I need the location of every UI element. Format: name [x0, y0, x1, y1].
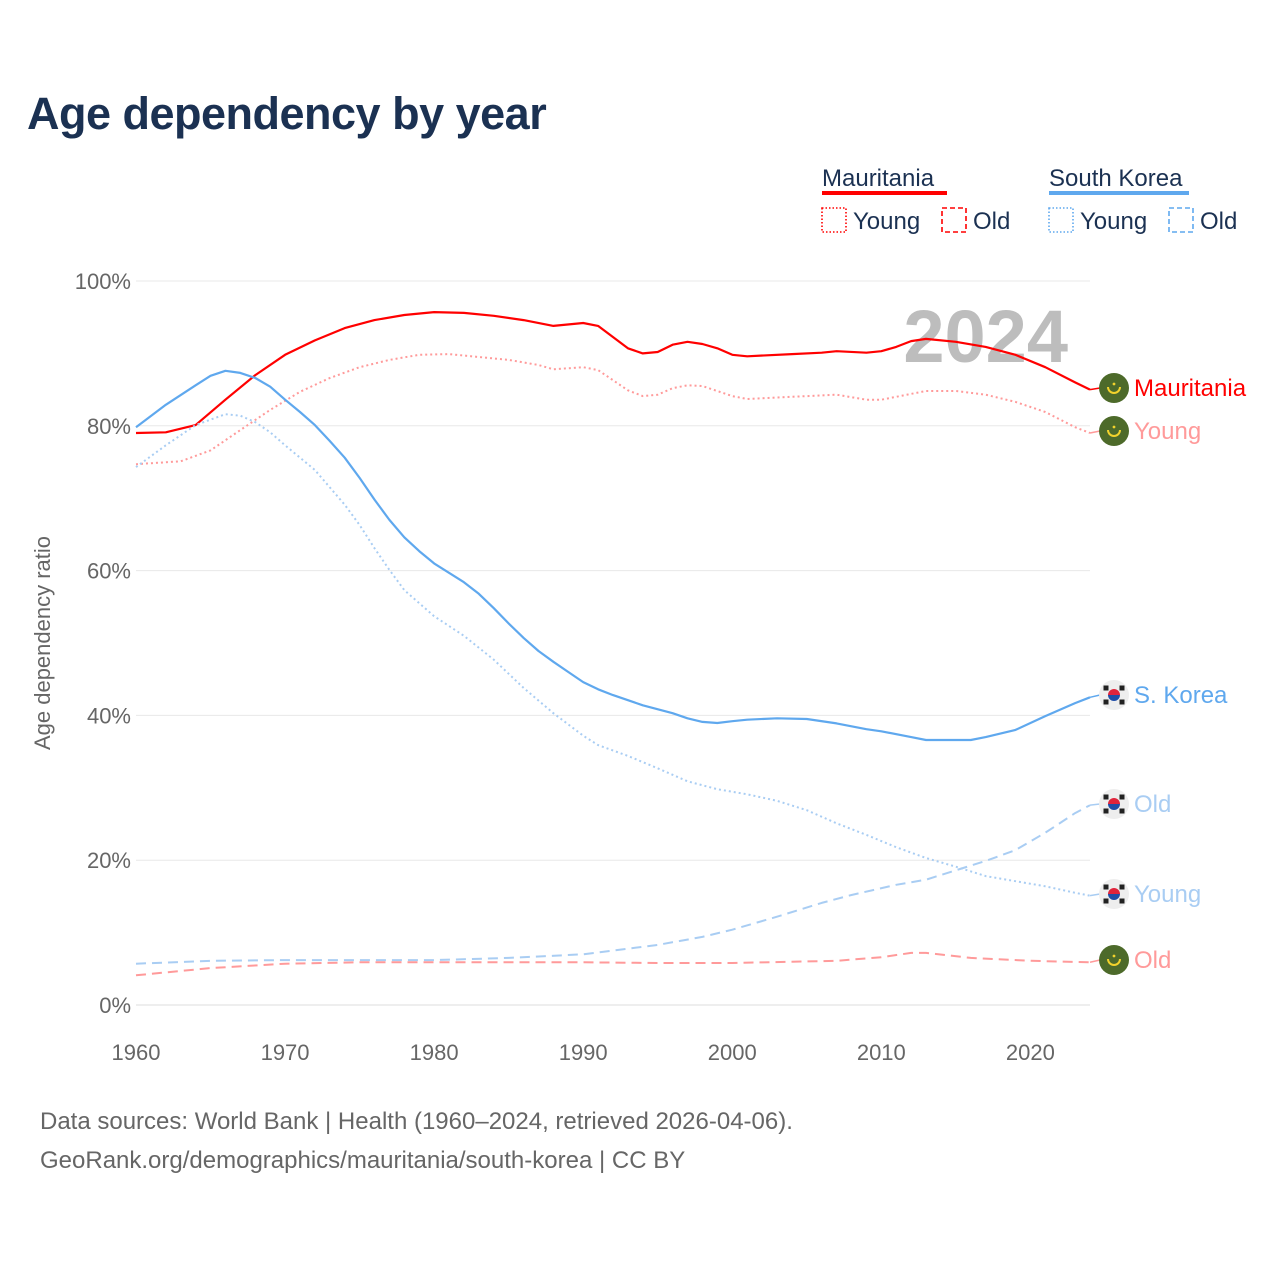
series-label: Young	[1134, 881, 1201, 908]
trigram-icon	[1119, 898, 1125, 904]
y-tick-label: 0%	[99, 993, 131, 1018]
trigram-icon	[1103, 794, 1109, 800]
x-tick-label: 2020	[1006, 1040, 1055, 1065]
taegeuk-blue	[1108, 695, 1120, 701]
source-note: Data sources: World Bank | Health (1960–…	[40, 1108, 793, 1135]
legend-swatch-old	[1168, 207, 1194, 233]
trigram-icon	[1103, 685, 1109, 691]
trigram-icon	[1103, 808, 1109, 814]
series-label: Young	[1134, 418, 1201, 445]
mauritania-flag-icon	[1099, 373, 1129, 403]
legend-item-old: Old	[1200, 208, 1237, 235]
trigram-icon	[1119, 884, 1125, 890]
source-link[interactable]: GeoRank.org/demographics/mauritania/sout…	[40, 1147, 686, 1174]
legend-item-old: Old	[973, 208, 1010, 235]
x-tick-label: 1960	[112, 1040, 161, 1065]
legend-swatch-young	[1048, 207, 1074, 233]
label-connector	[1089, 387, 1101, 391]
legend-group-0: Mauritania	[822, 165, 935, 192]
star-icon	[1112, 954, 1116, 958]
taegeuk-red	[1108, 689, 1120, 695]
series-label: Mauritania	[1134, 375, 1247, 402]
mauritania-flag-icon	[1099, 416, 1129, 446]
series-label: S. Korea	[1134, 682, 1228, 709]
legend-swatch-young	[821, 207, 847, 233]
y-tick-label: 80%	[87, 414, 131, 439]
series-line-south-korea-young	[135, 413, 1091, 897]
taegeuk-red	[1108, 888, 1120, 894]
legend-underline	[1049, 191, 1189, 195]
x-tick-label: 2000	[708, 1040, 757, 1065]
legend-swatch-old	[941, 207, 967, 233]
y-tick-label: 40%	[87, 703, 131, 728]
series-line-south-korea	[135, 369, 1091, 742]
legend-group-1: South Korea	[1049, 165, 1183, 192]
legend-underline	[822, 191, 947, 195]
y-tick-label: 20%	[87, 848, 131, 873]
label-connector	[1089, 694, 1101, 699]
y-tick-label: 60%	[87, 559, 131, 584]
taegeuk-red	[1108, 798, 1120, 804]
trigram-icon	[1103, 898, 1109, 904]
taegeuk-blue	[1108, 894, 1120, 900]
chart-title: Age dependency by year	[27, 88, 547, 139]
series-line-south-korea-old	[135, 804, 1091, 965]
trigram-icon	[1103, 699, 1109, 705]
trigram-icon	[1119, 699, 1125, 705]
taegeuk-blue	[1108, 804, 1120, 810]
legend-item-young: Young	[1080, 208, 1147, 235]
x-tick-label: 2010	[857, 1040, 906, 1065]
star-icon	[1112, 382, 1116, 386]
crescent-icon	[1107, 386, 1121, 394]
trigram-icon	[1119, 808, 1125, 814]
series-label: Old	[1134, 947, 1171, 974]
series-line-mauritania	[135, 311, 1091, 435]
x-tick-label: 1990	[559, 1040, 608, 1065]
x-tick-label: 1980	[410, 1040, 459, 1065]
trigram-icon	[1103, 884, 1109, 890]
y-tick-label: 100%	[75, 269, 131, 294]
legend-item-young: Young	[853, 208, 920, 235]
series-line-mauritania-young	[135, 353, 1091, 466]
label-connector	[1089, 893, 1101, 897]
x-tick-label: 1970	[261, 1040, 310, 1065]
series-line-mauritania-old	[135, 951, 1091, 977]
trigram-icon	[1119, 685, 1125, 691]
crescent-icon	[1107, 429, 1121, 437]
mauritania-flag-icon	[1099, 945, 1129, 975]
label-connector	[1089, 959, 1101, 964]
crescent-icon	[1107, 958, 1121, 966]
y-axis-label: Age dependency ratio	[30, 536, 55, 750]
label-connector	[1089, 430, 1101, 434]
star-icon	[1112, 425, 1116, 429]
trigram-icon	[1119, 794, 1125, 800]
series-label: Old	[1134, 791, 1171, 818]
label-connector	[1089, 803, 1101, 806]
